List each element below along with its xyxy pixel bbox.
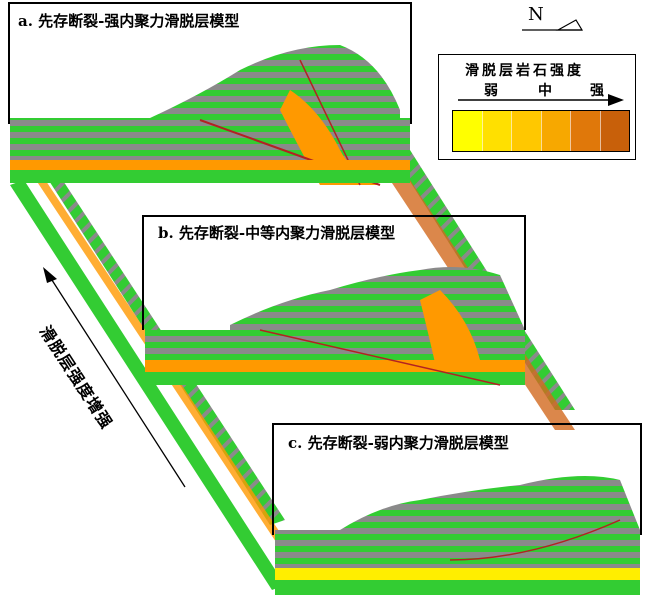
legend-swatch <box>453 111 482 151</box>
panel-b-frame <box>142 215 526 330</box>
legend-color-bar <box>452 110 630 152</box>
legend-arrow-icon <box>458 94 624 106</box>
north-arrow-icon <box>522 19 584 31</box>
legend-mid: 中 <box>538 83 552 99</box>
side-arrow-icon <box>43 267 186 488</box>
panel-c-geology <box>275 476 640 595</box>
legend-swatch <box>511 111 541 151</box>
legend-swatch <box>599 111 629 151</box>
panel-c-title: c. 先存断裂-弱内聚力滑脱层模型 <box>288 434 509 452</box>
panel-a-geology <box>10 45 410 186</box>
legend-swatch <box>481 111 511 151</box>
legend-swatch <box>570 111 600 151</box>
legend-strong: 强 <box>590 83 604 99</box>
legend-swatch <box>540 111 570 151</box>
panel-b-geology <box>145 266 525 386</box>
panel-b-title: b. 先存断裂-中等内聚力滑脱层模型 <box>158 224 396 242</box>
panel-a-title: a. 先存断裂-强内聚力滑脱层模型 <box>18 12 240 30</box>
north-label: N <box>528 4 544 25</box>
legend-title: 滑脱层岩石强度 <box>465 63 584 79</box>
panel-c-frame <box>272 423 642 535</box>
legend-weak: 弱 <box>484 83 498 99</box>
panel-a-frame <box>8 2 412 124</box>
